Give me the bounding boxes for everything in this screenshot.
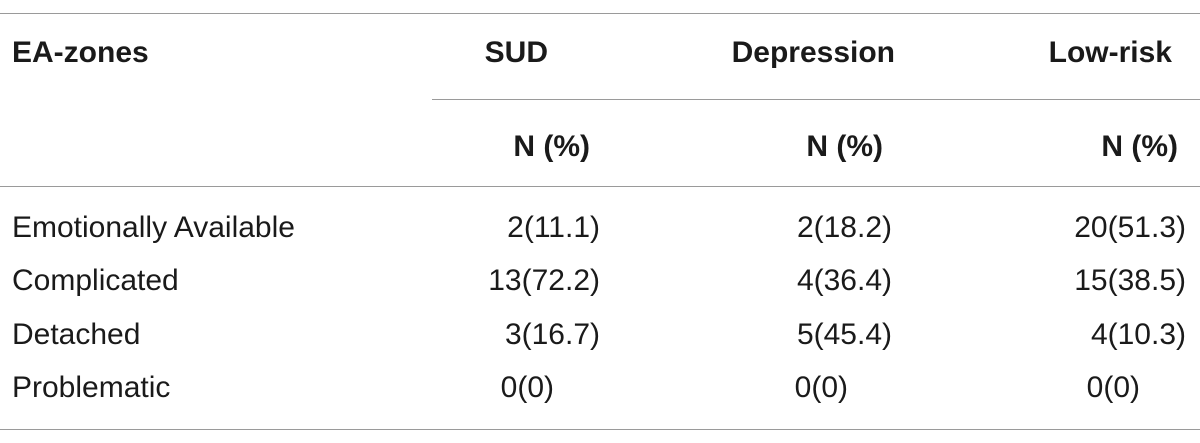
- header-group-rule: [432, 99, 1200, 100]
- cell-value: 0(0): [794, 371, 848, 404]
- row-label: Problematic: [12, 371, 171, 404]
- header-ea-zones: EA-zones: [12, 36, 149, 69]
- cell-value: 3(16.7): [504, 318, 600, 351]
- cell-value: 0(0): [500, 371, 554, 404]
- cell-value: 4(10.3): [1090, 318, 1186, 351]
- header-low-risk: Low-risk: [1048, 36, 1172, 69]
- cell-value: 4(36.4): [796, 264, 892, 297]
- subheader-depression: N (%): [806, 130, 883, 163]
- row-label: Detached: [12, 318, 141, 351]
- cell-value: 5(45.4): [796, 318, 892, 351]
- cell-value: 2(18.2): [796, 211, 892, 244]
- cell-value: 13(72.2): [488, 264, 600, 297]
- cell-value: 15(38.5): [1074, 264, 1186, 297]
- header-bottom-rule: [0, 186, 1200, 187]
- cell-value: 20(51.3): [1074, 211, 1186, 244]
- table-top-rule: [0, 13, 1200, 14]
- header-sud: SUD: [484, 36, 548, 69]
- cell-value: 0(0): [1086, 371, 1140, 404]
- row-label: Emotionally Available: [12, 211, 295, 244]
- header-depression: Depression: [731, 36, 895, 69]
- subheader-sud: N (%): [513, 130, 590, 163]
- subheader-low-risk: N (%): [1101, 130, 1178, 163]
- table-bottom-rule: [0, 429, 1200, 430]
- row-label: Complicated: [12, 264, 179, 297]
- cell-value: 2(11.1): [507, 211, 600, 244]
